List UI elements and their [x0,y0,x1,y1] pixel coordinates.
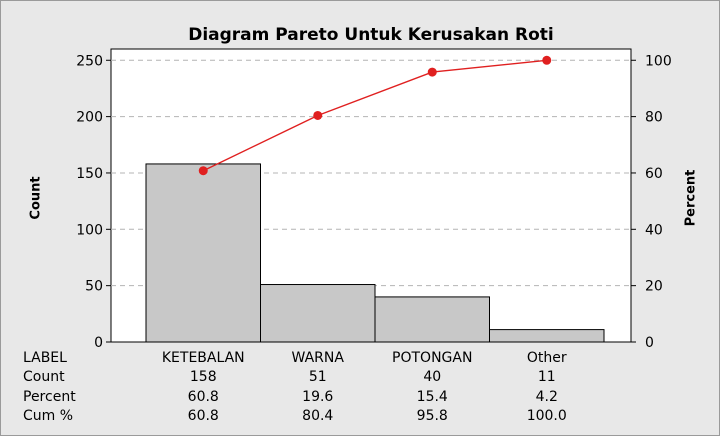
table-row-label-label: LABEL [23,350,67,366]
table-cell-percent: 19.6 [302,389,334,405]
y-tick-label: 250 [76,53,103,69]
y-tick-label: 0 [94,335,103,351]
table-cell-cum: 95.8 [416,408,448,424]
cumulative-point [198,166,208,176]
table-cell-label: POTONGAN [392,350,473,366]
table-row-label-percent: Percent [23,389,76,405]
bar [374,296,490,343]
table-cell-count: 158 [189,369,217,385]
table-cell-count: 51 [308,369,327,385]
table-row-label-count: Count [23,369,65,385]
table-row-label-cum: Cum % [23,408,74,424]
bar [145,163,261,343]
cumulative-point [313,110,323,120]
y-tick-label: 100 [76,222,103,238]
bar [489,329,605,343]
table-cell-label: Other [526,350,567,366]
table-cell-count: 40 [423,369,442,385]
table-cell-count: 11 [537,369,556,385]
table-cell-percent: 4.2 [535,389,558,405]
y2-tick-label: 100 [645,53,672,69]
y2-tick-label: 60 [645,166,663,182]
y-tick-label: 150 [76,166,103,182]
cumulative-point [427,67,437,77]
table-cell-percent: 60.8 [187,389,219,405]
y2-tick-label: 40 [645,222,663,238]
y-tick-label: 200 [76,110,103,126]
y2-tick-label: 20 [645,279,663,295]
table-cell-label: KETEBALAN [161,350,245,366]
cumulative-point [542,55,552,65]
table-cell-cum: 60.8 [187,408,219,424]
cumulative-line [202,59,547,172]
chart-title: Diagram Pareto Untuk Kerusakan Roti [188,25,554,45]
bar [260,284,376,343]
table-cell-percent: 15.4 [416,389,448,405]
table-cell-label: WARNA [291,350,344,366]
y-tick-label: 50 [85,279,103,295]
y2-tick-label: 80 [645,110,663,126]
table-cell-cum: 80.4 [302,408,334,424]
y2-tick-label: 0 [645,335,654,351]
table-cell-cum: 100.0 [526,408,567,424]
